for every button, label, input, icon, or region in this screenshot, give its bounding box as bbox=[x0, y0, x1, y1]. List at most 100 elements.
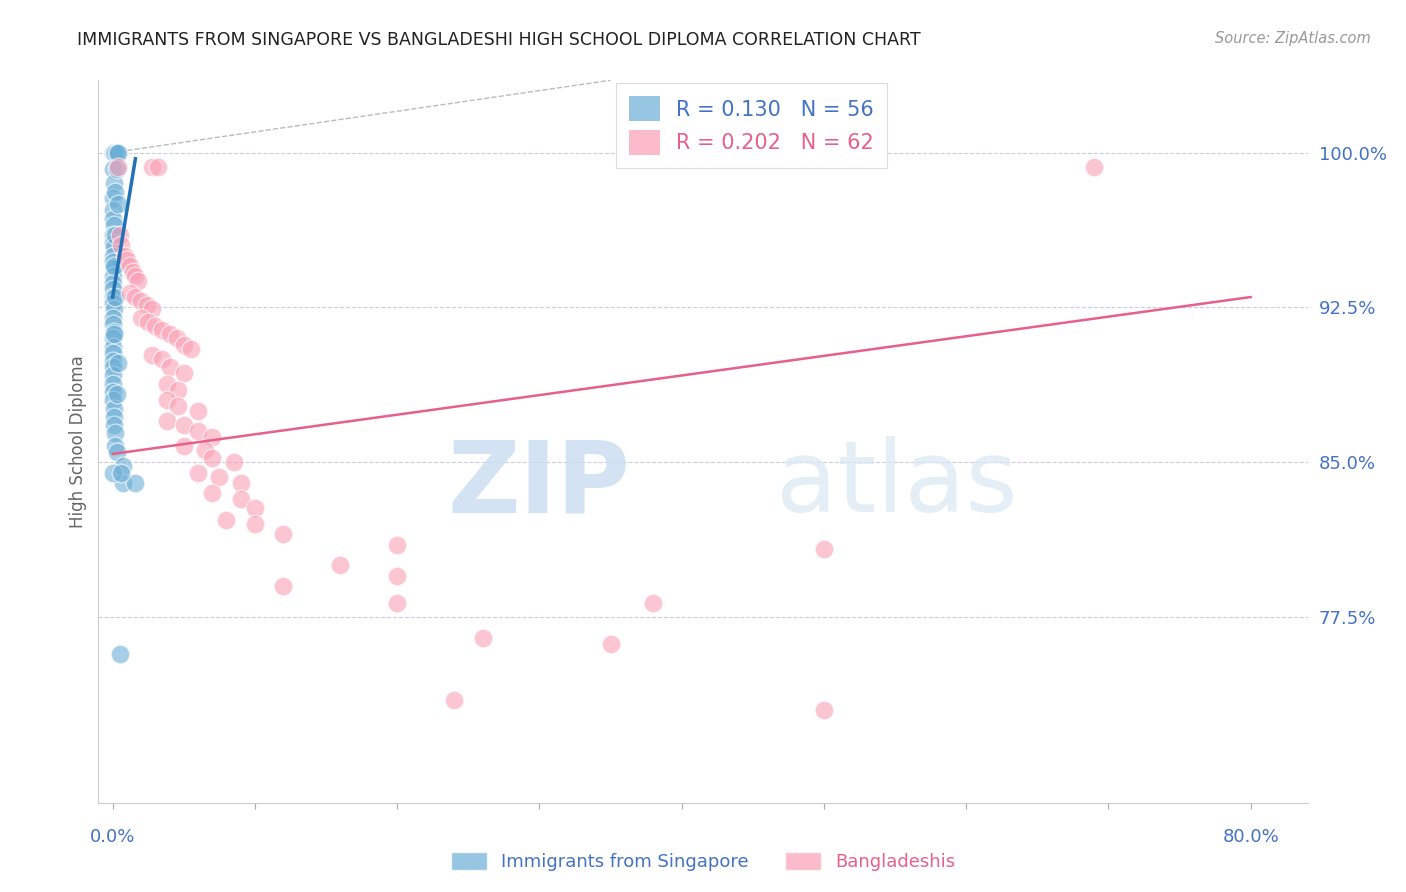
Point bbox=[104, 290, 127, 304]
Point bbox=[101, 466, 124, 480]
Point bbox=[141, 348, 163, 362]
Point bbox=[1083, 160, 1105, 174]
Point bbox=[101, 249, 124, 263]
Point bbox=[201, 451, 224, 466]
Point bbox=[201, 430, 224, 444]
Point bbox=[110, 466, 132, 480]
Point bbox=[103, 261, 125, 276]
Point bbox=[152, 351, 174, 366]
Point bbox=[173, 439, 195, 453]
Point bbox=[121, 265, 143, 279]
Point bbox=[107, 356, 129, 370]
Point bbox=[187, 466, 209, 480]
Point bbox=[114, 249, 136, 263]
Point bbox=[101, 331, 124, 345]
Point bbox=[118, 285, 141, 300]
Point bbox=[385, 596, 408, 610]
Point bbox=[124, 475, 146, 490]
Point bbox=[136, 315, 159, 329]
Point bbox=[103, 177, 125, 191]
Point bbox=[103, 145, 125, 160]
Point bbox=[813, 703, 835, 717]
Point bbox=[101, 203, 124, 218]
Point bbox=[101, 211, 124, 226]
Point bbox=[104, 426, 127, 441]
Point bbox=[152, 323, 174, 337]
Point bbox=[159, 360, 181, 375]
Point bbox=[105, 445, 128, 459]
Point bbox=[105, 162, 128, 177]
Point bbox=[135, 298, 157, 312]
Text: 80.0%: 80.0% bbox=[1222, 828, 1279, 846]
Point bbox=[101, 296, 124, 310]
Point bbox=[104, 145, 127, 160]
Point bbox=[111, 475, 134, 490]
Point bbox=[101, 360, 124, 375]
Point bbox=[208, 469, 231, 483]
Point bbox=[141, 302, 163, 317]
Point bbox=[166, 331, 188, 345]
Point bbox=[101, 317, 124, 331]
Point bbox=[101, 236, 124, 251]
Point bbox=[101, 282, 124, 296]
Point bbox=[103, 302, 125, 317]
Point bbox=[143, 318, 166, 333]
Text: ZIP: ZIP bbox=[447, 436, 630, 533]
Point bbox=[101, 376, 124, 391]
Point bbox=[101, 162, 124, 177]
Point bbox=[111, 459, 134, 474]
Point bbox=[104, 439, 127, 453]
Point bbox=[167, 400, 190, 414]
Text: IMMIGRANTS FROM SINGAPORE VS BANGLADESHI HIGH SCHOOL DIPLOMA CORRELATION CHART: IMMIGRANTS FROM SINGAPORE VS BANGLADESHI… bbox=[77, 31, 921, 49]
Point bbox=[167, 383, 190, 397]
Point bbox=[101, 368, 124, 383]
Point bbox=[173, 367, 195, 381]
Point bbox=[129, 310, 152, 325]
Text: Source: ZipAtlas.com: Source: ZipAtlas.com bbox=[1215, 31, 1371, 46]
Point bbox=[101, 340, 124, 354]
Point bbox=[173, 417, 195, 432]
Point bbox=[599, 637, 621, 651]
Point bbox=[107, 197, 129, 211]
Point bbox=[201, 486, 224, 500]
Point bbox=[229, 492, 252, 507]
Point bbox=[471, 631, 494, 645]
Point bbox=[101, 255, 124, 269]
Point bbox=[180, 342, 202, 356]
Point bbox=[156, 414, 179, 428]
Point bbox=[103, 417, 125, 432]
Point bbox=[156, 376, 179, 391]
Point bbox=[107, 160, 129, 174]
Point bbox=[129, 294, 152, 309]
Point bbox=[118, 259, 141, 273]
Legend: Immigrants from Singapore, Bangladeshis: Immigrants from Singapore, Bangladeshis bbox=[443, 845, 963, 879]
Point bbox=[115, 252, 138, 267]
Point bbox=[103, 325, 125, 339]
Point bbox=[103, 401, 125, 416]
Point bbox=[103, 327, 125, 342]
Point bbox=[443, 692, 465, 706]
Point bbox=[101, 345, 124, 359]
Point bbox=[141, 160, 163, 174]
Point bbox=[108, 647, 131, 661]
Point bbox=[101, 228, 124, 243]
Point bbox=[108, 228, 131, 243]
Point bbox=[101, 276, 124, 290]
Point bbox=[173, 337, 195, 351]
Text: 0.0%: 0.0% bbox=[90, 828, 135, 846]
Text: atlas: atlas bbox=[776, 436, 1017, 533]
Point bbox=[194, 442, 217, 457]
Point bbox=[813, 541, 835, 556]
Point bbox=[127, 273, 149, 287]
Point bbox=[101, 290, 124, 304]
Point bbox=[643, 596, 665, 610]
Point bbox=[124, 290, 146, 304]
Point bbox=[243, 517, 266, 532]
Point bbox=[146, 160, 169, 174]
Point bbox=[103, 409, 125, 424]
Point bbox=[273, 527, 295, 541]
Point bbox=[103, 240, 125, 254]
Y-axis label: High School Diploma: High School Diploma bbox=[69, 355, 87, 528]
Point bbox=[187, 403, 209, 417]
Point bbox=[105, 387, 128, 401]
